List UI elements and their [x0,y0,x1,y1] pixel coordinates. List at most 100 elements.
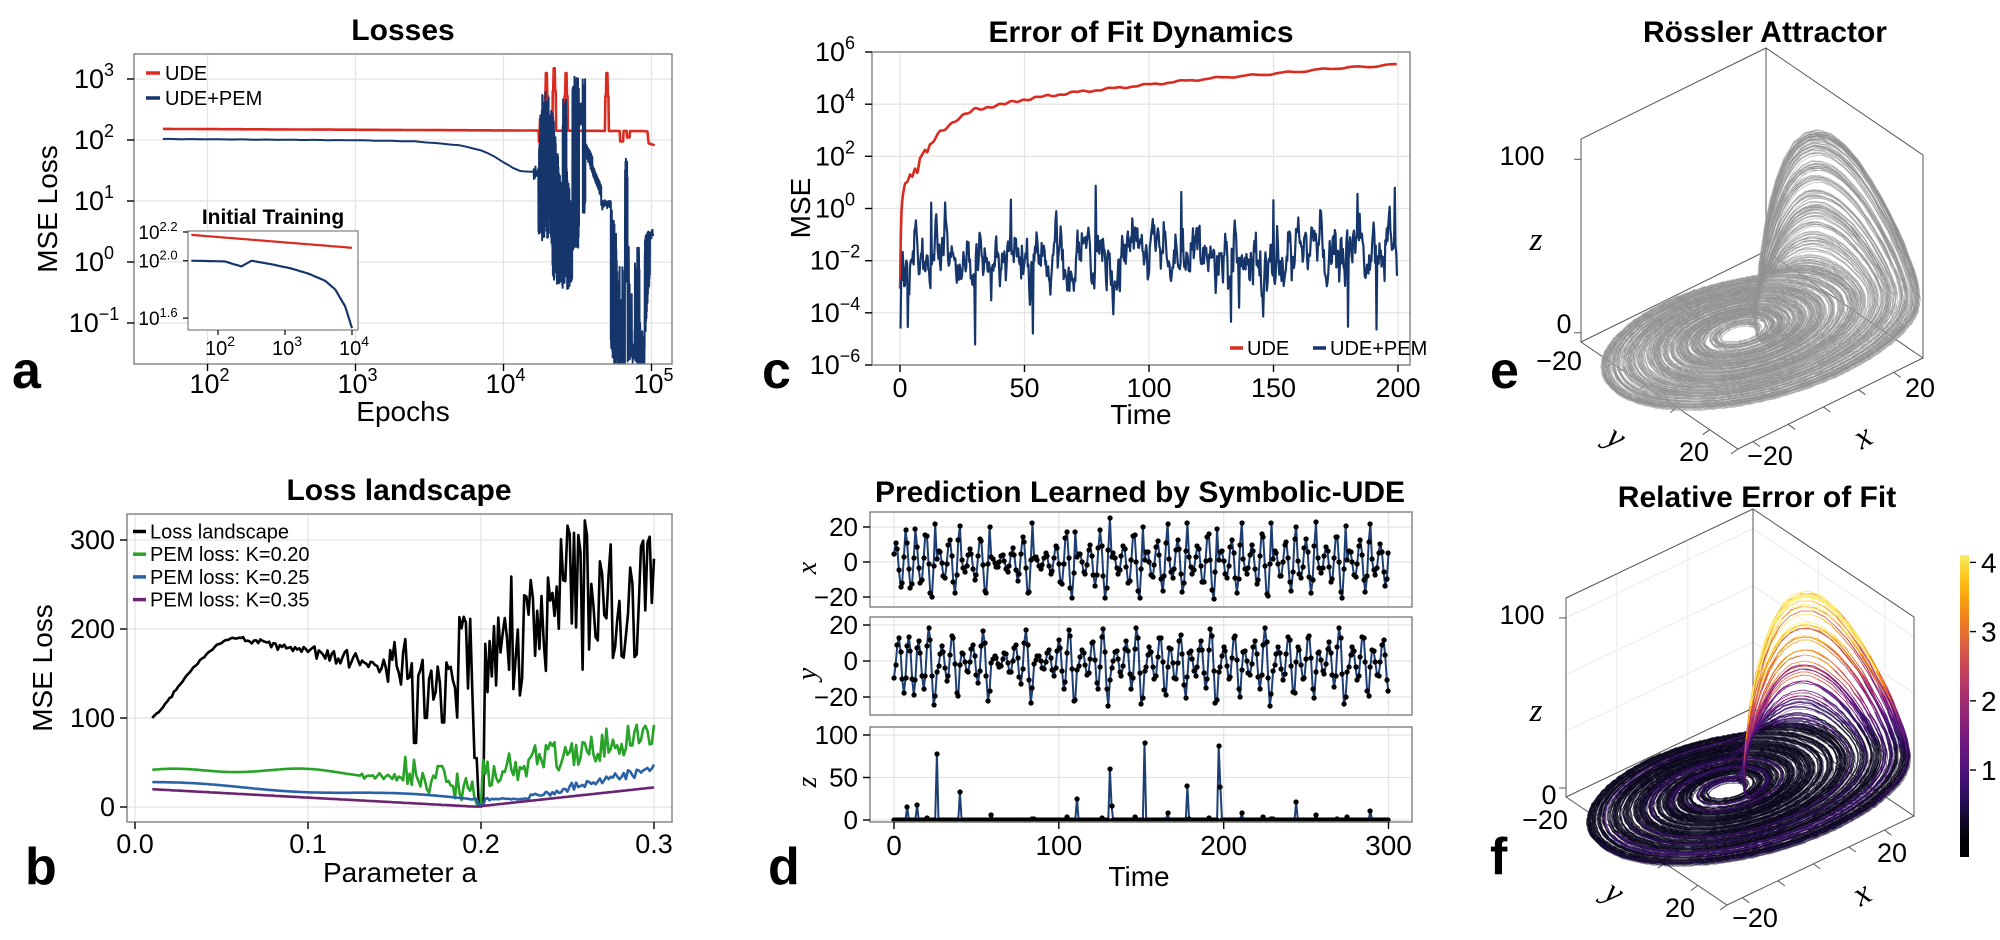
svg-text:Initial Training: Initial Training [202,206,344,229]
svg-text:Loss landscape: Loss landscape [150,522,289,544]
svg-text:0.0: 0.0 [116,829,154,859]
svg-text:Parameter a: Parameter a [323,857,477,888]
svg-text:100: 100 [1499,141,1544,171]
svg-text:y: y [1595,871,1632,912]
svg-text:0: 0 [1556,309,1571,339]
svg-text:20: 20 [1665,893,1695,923]
svg-text:102: 102 [815,137,855,171]
svg-text:z: z [1529,222,1543,258]
svg-text:10−1: 10−1 [69,304,120,338]
svg-text:100: 100 [815,190,855,224]
svg-text:Relative Error of Fit: Relative Error of Fit [1618,481,1896,514]
svg-text:300: 300 [1365,830,1412,861]
svg-text:105: 105 [633,365,673,399]
svg-text:Rössler Attractor: Rössler Attractor [1643,16,1887,49]
svg-text:x: x [1845,874,1877,914]
svg-text:102.0: 102.0 [138,248,177,273]
svg-text:100: 100 [70,703,115,733]
svg-text:150: 150 [1251,373,1296,403]
svg-text:104: 104 [339,333,369,360]
svg-text:4: 4 [1981,547,1997,578]
svg-text:f: f [1490,828,1508,886]
svg-text:UDE: UDE [1247,338,1289,360]
svg-text:10−2: 10−2 [810,242,861,276]
svg-text:102: 102 [189,365,229,399]
svg-text:Losses: Losses [351,14,454,47]
svg-text:104: 104 [815,85,855,119]
svg-text:Prediction Learned by Symbolic: Prediction Learned by Symbolic-UDE [875,476,1405,509]
svg-text:10−4: 10−4 [810,294,861,328]
svg-text:103: 103 [337,365,377,399]
svg-text:0: 0 [1541,780,1556,810]
svg-text:0: 0 [892,373,907,403]
svg-text:20: 20 [1679,437,1709,467]
svg-text:200: 200 [70,614,115,644]
svg-text:100: 100 [1035,830,1082,861]
svg-text:Time: Time [1110,399,1171,430]
svg-text:103: 103 [272,333,302,360]
svg-text:2: 2 [1981,686,1997,717]
svg-text:102: 102 [74,121,114,155]
svg-text:Loss landscape: Loss landscape [286,474,511,507]
svg-text:MSE Loss: MSE Loss [32,145,63,273]
svg-text:PEM loss: K=0.25: PEM loss: K=0.25 [150,567,310,589]
svg-text:−20: −20 [1536,346,1582,376]
svg-text:200: 200 [1200,830,1247,861]
svg-text:100: 100 [1126,373,1171,403]
svg-text:−20: −20 [1747,441,1793,471]
svg-text:0: 0 [844,646,858,676]
svg-text:PEM loss: K=0.35: PEM loss: K=0.35 [150,590,310,612]
svg-text:102: 102 [205,333,235,360]
svg-text:106: 106 [815,33,855,67]
svg-text:0: 0 [886,830,902,861]
svg-text:101: 101 [74,182,114,216]
svg-text:MSE Loss: MSE Loss [27,604,58,732]
svg-text:50: 50 [1009,373,1039,403]
svg-text:Error of Fit Dynamics: Error of Fit Dynamics [988,16,1293,49]
svg-text:0: 0 [844,805,858,835]
svg-text:z: z [1529,693,1543,729]
svg-text:d: d [768,838,800,896]
svg-text:UDE+PEM: UDE+PEM [1330,338,1427,360]
svg-text:−20: −20 [1522,805,1568,835]
svg-text:104: 104 [485,365,525,399]
svg-text:x: x [792,561,823,575]
svg-text:0.1: 0.1 [289,829,327,859]
svg-text:−20: −20 [814,682,858,712]
svg-text:20: 20 [829,610,858,640]
svg-text:−20: −20 [814,582,858,612]
svg-text:Epochs: Epochs [356,396,449,427]
svg-text:1: 1 [1981,755,1997,786]
svg-text:UDE: UDE [165,63,207,85]
svg-text:100: 100 [1499,600,1544,630]
svg-text:x: x [1846,417,1878,457]
svg-text:100: 100 [815,720,858,750]
svg-text:UDE+PEM: UDE+PEM [165,88,262,110]
svg-text:100: 100 [74,243,114,277]
svg-text:200: 200 [1375,373,1420,403]
svg-text:20: 20 [829,512,858,542]
svg-text:Time: Time [1108,861,1169,892]
svg-text:0.2: 0.2 [462,829,500,859]
svg-text:PEM loss: K=0.20: PEM loss: K=0.20 [150,544,310,566]
svg-text:−20: −20 [1732,903,1778,933]
svg-text:103: 103 [74,60,114,94]
svg-text:20: 20 [1905,373,1935,403]
svg-text:101.6: 101.6 [138,305,177,330]
svg-text:300: 300 [70,525,115,555]
svg-text:y: y [1597,416,1634,457]
svg-text:20: 20 [1877,838,1907,868]
svg-text:3: 3 [1981,617,1997,648]
svg-text:0: 0 [844,547,858,577]
svg-text:z: z [792,776,823,788]
svg-text:MSE: MSE [785,178,816,239]
svg-text:b: b [25,838,57,896]
svg-text:y: y [792,667,823,683]
svg-text:a: a [12,342,42,400]
svg-text:e: e [1490,342,1519,400]
svg-text:102.2: 102.2 [138,219,177,244]
svg-text:0: 0 [100,792,115,822]
svg-text:10−6: 10−6 [810,346,861,380]
svg-text:0.3: 0.3 [635,829,673,859]
svg-text:c: c [762,342,791,400]
